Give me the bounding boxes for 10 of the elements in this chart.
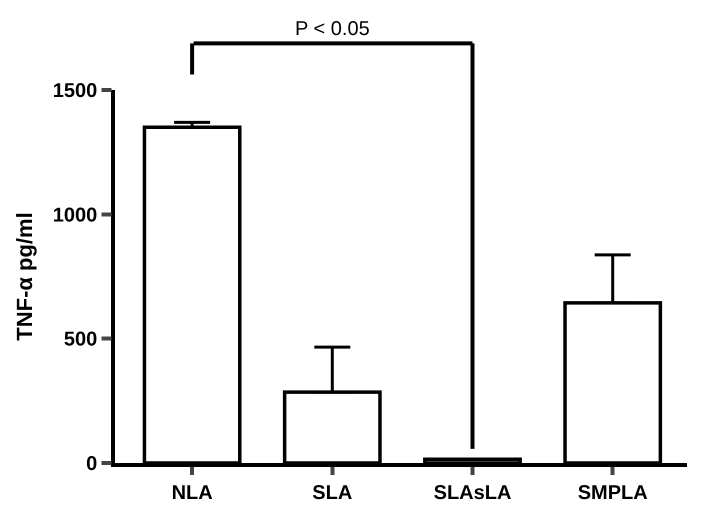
x-tick-label: SLAsLA xyxy=(434,482,512,504)
x-tick-label: NLA xyxy=(172,482,213,504)
y-tick-label: 1000 xyxy=(52,204,98,226)
y-tick-label: 1500 xyxy=(52,80,98,102)
x-tick-label: SLA xyxy=(312,482,352,504)
x-tick-label: SMPLA xyxy=(578,482,648,504)
y-tick-label: 0 xyxy=(86,453,98,475)
y-tick-label: 500 xyxy=(64,328,98,351)
text: P < 0.05 xyxy=(295,18,370,40)
y-axis-title: TNF-α pg/ml xyxy=(12,212,38,341)
